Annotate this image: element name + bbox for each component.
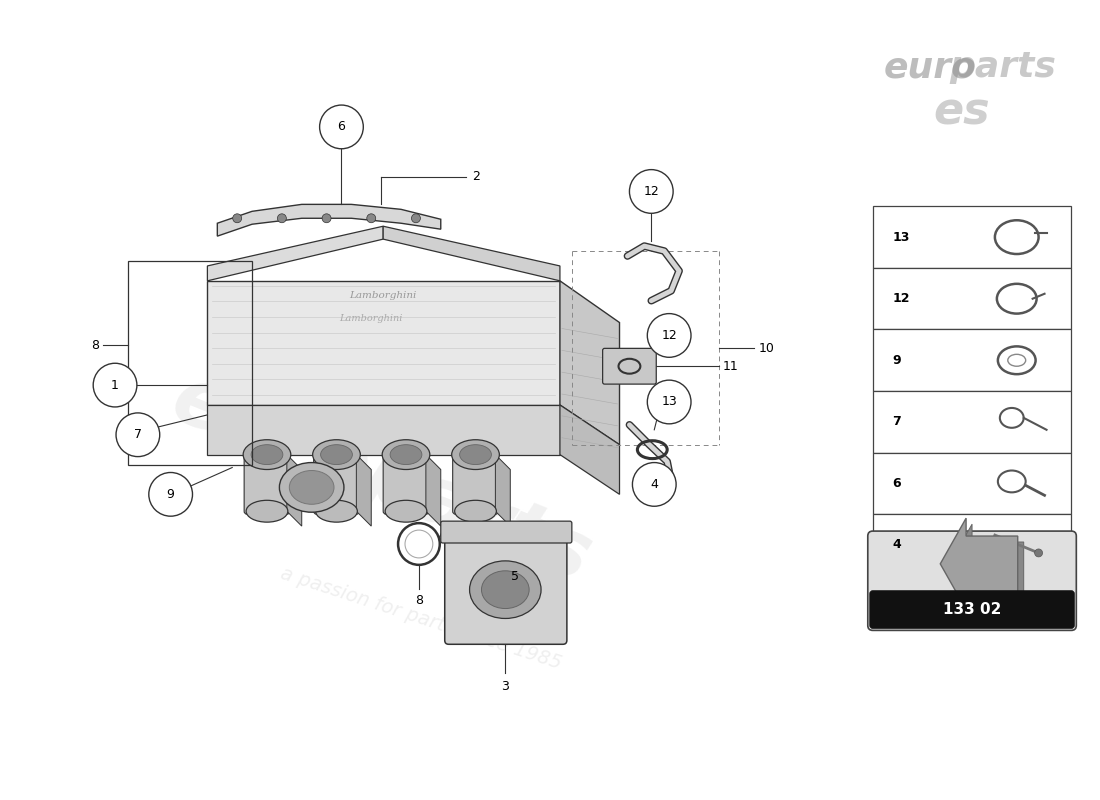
Text: 5: 5: [512, 570, 519, 583]
Ellipse shape: [279, 462, 344, 512]
Text: parts: parts: [949, 50, 1056, 84]
FancyBboxPatch shape: [872, 330, 1071, 391]
FancyBboxPatch shape: [868, 531, 1076, 630]
Ellipse shape: [385, 500, 427, 522]
FancyBboxPatch shape: [244, 452, 289, 514]
Ellipse shape: [454, 500, 496, 522]
Polygon shape: [560, 281, 619, 445]
Text: 1: 1: [111, 378, 119, 392]
Ellipse shape: [452, 440, 499, 470]
Ellipse shape: [482, 571, 529, 609]
Polygon shape: [287, 454, 301, 526]
Polygon shape: [439, 524, 565, 539]
Polygon shape: [426, 454, 441, 526]
Text: 7: 7: [892, 415, 901, 428]
Ellipse shape: [312, 440, 361, 470]
Text: 9: 9: [167, 488, 175, 501]
Text: 6: 6: [338, 121, 345, 134]
Text: 3: 3: [502, 679, 509, 693]
Ellipse shape: [243, 440, 290, 470]
Circle shape: [233, 214, 242, 222]
Circle shape: [320, 105, 363, 149]
Ellipse shape: [460, 445, 492, 465]
Ellipse shape: [246, 500, 288, 522]
Text: 133 02: 133 02: [943, 602, 1001, 617]
Polygon shape: [356, 454, 372, 526]
FancyBboxPatch shape: [603, 348, 657, 384]
Text: 13: 13: [661, 395, 676, 409]
FancyBboxPatch shape: [383, 452, 429, 514]
Circle shape: [366, 214, 376, 222]
Ellipse shape: [320, 445, 352, 465]
Text: 12: 12: [892, 292, 910, 306]
Polygon shape: [495, 454, 510, 526]
Ellipse shape: [251, 445, 283, 465]
Text: 2: 2: [473, 170, 481, 183]
Text: Lamborghini: Lamborghini: [350, 291, 417, 300]
Circle shape: [411, 214, 420, 222]
FancyBboxPatch shape: [444, 535, 566, 644]
Circle shape: [94, 363, 136, 407]
Text: 4: 4: [892, 538, 901, 551]
FancyBboxPatch shape: [872, 206, 1071, 268]
Polygon shape: [208, 281, 560, 405]
Ellipse shape: [470, 561, 541, 618]
Text: 7: 7: [134, 428, 142, 442]
Ellipse shape: [289, 470, 334, 504]
Text: 4: 4: [650, 478, 658, 491]
Polygon shape: [218, 204, 441, 236]
Text: euro: euro: [884, 50, 977, 84]
Polygon shape: [940, 518, 1018, 610]
Text: 12: 12: [644, 185, 659, 198]
Text: a passion for parts since 1985: a passion for parts since 1985: [278, 564, 564, 673]
Ellipse shape: [390, 445, 422, 465]
Text: 9: 9: [892, 354, 901, 366]
Circle shape: [647, 314, 691, 358]
FancyBboxPatch shape: [872, 268, 1071, 330]
FancyBboxPatch shape: [870, 590, 1075, 629]
Polygon shape: [560, 405, 619, 494]
Text: 8: 8: [91, 339, 99, 352]
Circle shape: [632, 462, 676, 506]
Text: 6: 6: [892, 477, 901, 490]
FancyBboxPatch shape: [872, 391, 1071, 453]
Circle shape: [148, 473, 192, 516]
Circle shape: [1035, 549, 1043, 557]
FancyBboxPatch shape: [441, 521, 572, 543]
Text: es: es: [934, 90, 990, 134]
FancyBboxPatch shape: [453, 452, 498, 514]
Text: 12: 12: [661, 329, 676, 342]
Circle shape: [277, 214, 286, 222]
FancyBboxPatch shape: [314, 452, 360, 514]
Text: europarts: europarts: [161, 360, 602, 599]
Text: Lamborghini: Lamborghini: [340, 314, 403, 323]
Polygon shape: [383, 226, 560, 281]
FancyBboxPatch shape: [872, 453, 1071, 514]
Polygon shape: [946, 524, 1024, 615]
Circle shape: [116, 413, 160, 457]
Circle shape: [647, 380, 691, 424]
Polygon shape: [208, 405, 560, 454]
Circle shape: [322, 214, 331, 222]
Text: 13: 13: [892, 230, 910, 244]
Circle shape: [629, 170, 673, 214]
FancyBboxPatch shape: [872, 514, 1071, 576]
Ellipse shape: [316, 500, 358, 522]
Text: 10: 10: [759, 342, 774, 355]
Text: 8: 8: [415, 594, 422, 607]
Ellipse shape: [382, 440, 430, 470]
Text: 11: 11: [723, 360, 738, 373]
Polygon shape: [208, 226, 383, 281]
